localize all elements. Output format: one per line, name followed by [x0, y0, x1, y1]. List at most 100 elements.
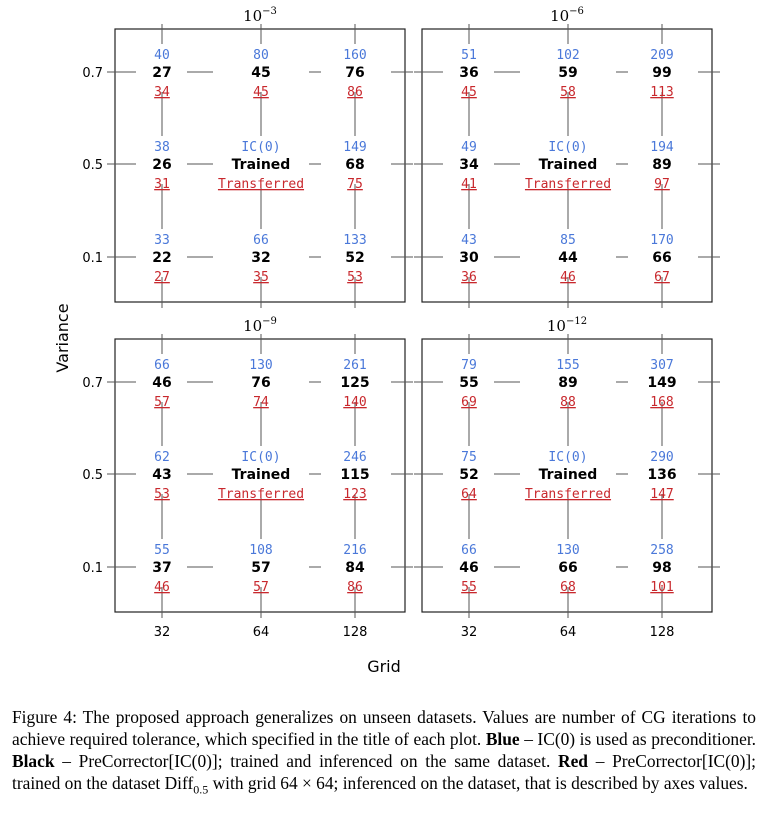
- black-value: 98: [652, 560, 671, 576]
- blue-value: 155: [556, 358, 579, 373]
- black-value: 27: [152, 65, 171, 81]
- blue-value: 307: [650, 358, 673, 373]
- caption-blue-label: Blue: [485, 729, 520, 749]
- blue-value: 62: [154, 450, 170, 465]
- caption-blue-text: – IC(0) is used as preconditioner.: [524, 729, 756, 749]
- black-value: 76: [251, 375, 270, 391]
- blue-value: 40: [154, 48, 170, 63]
- red-value: 34: [154, 85, 170, 100]
- black-value: 52: [459, 467, 478, 483]
- blue-value: 75: [461, 450, 477, 465]
- panel: 10−6 51 36 45 102 59 58 209 99 113 49 34 41 IC(0) Trai…: [414, 6, 720, 308]
- blue-value: 66: [154, 358, 170, 373]
- red-value: 67: [654, 270, 670, 285]
- black-value: 76: [345, 65, 364, 81]
- y-tick-label: 0.5: [82, 468, 103, 483]
- x-tick-label: 32: [461, 625, 478, 640]
- blue-value: 261: [343, 358, 366, 373]
- blue-value: 108: [249, 543, 272, 558]
- panel-frame: [114, 338, 406, 613]
- red-value: 41: [461, 177, 477, 192]
- blue-value: 170: [650, 233, 673, 248]
- black-value: 26: [152, 157, 171, 173]
- red-value: 147: [650, 487, 673, 502]
- caption-black-label: Black: [12, 751, 55, 771]
- blue-value: 66: [253, 233, 269, 248]
- panel-frame: [421, 338, 713, 613]
- panel: 10−9 66 46 57 130 76 74 261 125 140 62 43 53 IC(0) Tra…: [82, 316, 413, 640]
- red-value: Transferred: [218, 177, 304, 192]
- black-value: 99: [652, 65, 671, 81]
- black-value: 136: [647, 467, 676, 483]
- black-value: 59: [558, 65, 577, 81]
- caption-tail: with grid 64 × 64; inferenced on the dat…: [212, 773, 748, 793]
- red-value: 86: [347, 580, 363, 595]
- blue-value: 55: [154, 543, 170, 558]
- x-tick-label: 32: [154, 625, 171, 640]
- panel-title: 10−12: [547, 316, 587, 335]
- blue-value: 80: [253, 48, 269, 63]
- blue-value: 194: [650, 140, 674, 155]
- blue-value: IC(0): [548, 140, 587, 155]
- panel-title: 10−6: [550, 6, 584, 25]
- black-value: 32: [251, 250, 270, 266]
- blue-value: 102: [556, 48, 579, 63]
- red-value: 113: [650, 85, 673, 100]
- red-value: Transferred: [218, 487, 304, 502]
- red-value: 57: [253, 580, 269, 595]
- panel-title-base: 10: [547, 317, 566, 335]
- red-value: Transferred: [525, 487, 611, 502]
- blue-value: 216: [343, 543, 366, 558]
- x-axis-label: Grid: [367, 657, 401, 676]
- black-value: 68: [345, 157, 364, 173]
- x-tick-label: 64: [253, 625, 270, 640]
- y-tick-label: 0.1: [82, 561, 103, 576]
- red-value: 86: [347, 85, 363, 100]
- red-value: 74: [253, 395, 269, 410]
- red-value: 46: [560, 270, 576, 285]
- blue-value: 79: [461, 358, 477, 373]
- y-tick-label: 0.5: [82, 158, 103, 173]
- blue-value: 160: [343, 48, 366, 63]
- blue-value: 209: [650, 48, 673, 63]
- black-value: 37: [152, 560, 171, 576]
- caption-black-text: – PreCorrector[IC(0)]; trained and infer…: [62, 751, 551, 771]
- blue-value: 133: [343, 233, 366, 248]
- blue-value: 149: [343, 140, 366, 155]
- red-value: Transferred: [525, 177, 611, 192]
- red-value: 123: [343, 487, 366, 502]
- black-value: 30: [459, 250, 479, 266]
- blue-value: 85: [560, 233, 576, 248]
- caption-red-label: Red: [558, 751, 588, 771]
- black-value: 45: [251, 65, 270, 81]
- panel-title: 10−3: [243, 6, 277, 25]
- red-value: 58: [560, 85, 576, 100]
- caption-intro: Figure 4: The proposed approach generali…: [12, 707, 756, 749]
- red-value: 140: [343, 395, 366, 410]
- black-value: 57: [251, 560, 270, 576]
- panel-title-exponent: −6: [569, 6, 584, 17]
- panel-frame: [421, 28, 713, 303]
- blue-value: 66: [461, 543, 477, 558]
- blue-value: 258: [650, 543, 673, 558]
- y-axis-label: Variance: [53, 303, 72, 372]
- black-value: Trained: [539, 157, 598, 173]
- y-tick-label: 0.1: [82, 251, 103, 266]
- black-value: 66: [652, 250, 671, 266]
- caption-subscript: 0.5: [193, 782, 209, 797]
- black-value: 43: [152, 467, 171, 483]
- black-value: 52: [345, 250, 364, 266]
- caption-red-text: – PreCorrector[IC(0)]; trained on the da…: [12, 751, 756, 793]
- red-value: 68: [560, 580, 576, 595]
- red-value: 168: [650, 395, 673, 410]
- red-value: 53: [154, 487, 170, 502]
- red-value: 88: [560, 395, 576, 410]
- panel-title-exponent: −12: [566, 316, 587, 327]
- red-value: 27: [154, 270, 170, 285]
- panel-title: 10−9: [243, 316, 277, 335]
- black-value: 89: [558, 375, 577, 391]
- black-value: 36: [459, 65, 478, 81]
- panel: 10−3 40 27 34 80 45 45 160 76 86 38 26 31 IC(0) Traine…: [82, 6, 413, 308]
- panel-title-base: 10: [243, 7, 262, 25]
- blue-value: IC(0): [241, 140, 280, 155]
